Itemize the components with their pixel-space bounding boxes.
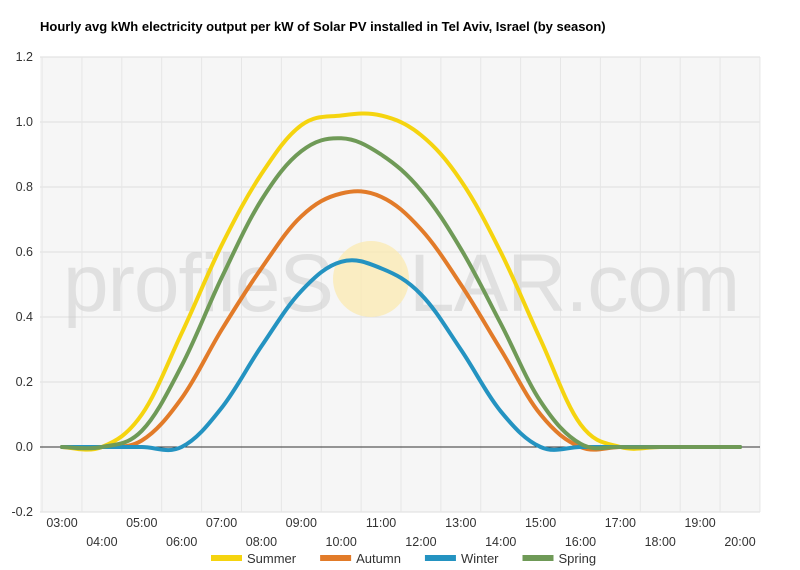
x-tick-label: 16:00: [565, 535, 596, 549]
x-tick-label: 05:00: [126, 516, 157, 530]
x-tick-label: 03:00: [46, 516, 77, 530]
axes: -0.2 0.0 0.2 0.4 0.6 0.8 1.0 1.2 03:00 04:00 05:00…: [11, 50, 760, 549]
legend-swatch-summer: [211, 555, 242, 561]
legend-swatch-spring: [522, 555, 554, 561]
legend-label-autumn: Autumn: [356, 551, 401, 566]
x-tick-label: 19:00: [684, 516, 715, 530]
series-lines: [60, 111, 742, 453]
y-tick-label: 0.0: [16, 440, 33, 454]
y-tick-label: 0.8: [16, 180, 33, 194]
watermark-text-left: profileS: [63, 238, 333, 329]
y-tick-label: 1.0: [16, 115, 33, 129]
x-tick-label: 04:00: [86, 535, 117, 549]
x-tick-label: 15:00: [525, 516, 556, 530]
x-tick-label: 18:00: [645, 535, 676, 549]
watermark-sun-icon: [333, 241, 409, 317]
x-tick-label: 11:00: [366, 516, 396, 530]
x-tick-label: 17:00: [605, 516, 636, 530]
y-tick-label: 0.6: [16, 245, 33, 259]
x-tick-label: 07:00: [206, 516, 237, 530]
x-tick-label: 09:00: [286, 516, 317, 530]
legend-swatch-winter: [424, 555, 456, 561]
x-tick-label: 20:00: [724, 535, 755, 549]
legend-label-winter: Winter: [461, 551, 499, 566]
x-tick-label: 10:00: [326, 535, 357, 549]
y-tick-label: 0.2: [16, 375, 33, 389]
legend-item-spring[interactable]: Spring: [522, 551, 597, 566]
legend-swatch-autumn: [320, 555, 352, 561]
legend-item-winter[interactable]: Winter: [424, 551, 499, 566]
x-tick-label: 06:00: [166, 535, 197, 549]
y-tick-label: 0.4: [16, 310, 33, 324]
legend[interactable]: Summer Autumn Winter Spring: [211, 551, 596, 566]
legend-label-spring: Spring: [559, 551, 597, 566]
y-tick-label: -0.2: [11, 505, 33, 519]
legend-item-autumn[interactable]: Autumn: [320, 551, 401, 566]
y-tick-label: 1.2: [16, 50, 33, 64]
x-tick-label: 08:00: [246, 535, 277, 549]
series-line-spring: [60, 136, 742, 451]
legend-item-summer[interactable]: Summer: [211, 551, 297, 566]
chart-title: Hourly avg kWh electricity output per kW…: [40, 19, 606, 34]
x-tick-label: 13:00: [445, 516, 476, 530]
legend-label-summer: Summer: [247, 551, 297, 566]
x-tick-label: 14:00: [485, 535, 516, 549]
x-tick-label: 12:00: [405, 535, 436, 549]
